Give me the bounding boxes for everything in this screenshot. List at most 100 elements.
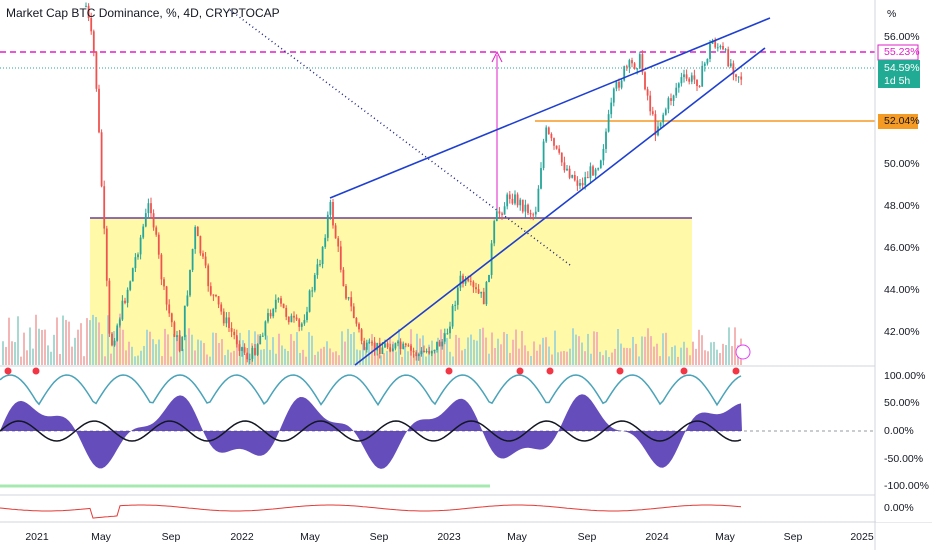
volume-bar <box>140 350 142 365</box>
volume-bar <box>386 350 388 365</box>
volume-bar <box>575 334 577 365</box>
volume-bar <box>371 334 373 365</box>
candle-body <box>558 148 561 153</box>
volume-bar <box>659 356 661 365</box>
volume-bar <box>644 336 646 365</box>
signal-dot <box>732 367 740 375</box>
volume-bar <box>404 345 406 365</box>
volume-bar <box>176 336 178 365</box>
volume-bar <box>356 349 358 365</box>
candle-body <box>677 83 680 88</box>
candle-body <box>506 194 509 207</box>
volume-bar <box>314 354 316 365</box>
candle-body <box>399 341 402 349</box>
volume-bar <box>617 329 619 365</box>
volume-bar <box>146 329 148 365</box>
volume-bar <box>518 348 520 365</box>
candle-body <box>524 204 527 212</box>
volume-bar <box>11 341 13 365</box>
candle-body <box>121 300 124 320</box>
volume-bar <box>8 317 10 365</box>
badge-label: 54.59% <box>884 62 920 74</box>
volume-bar <box>5 346 7 365</box>
volume-bar <box>587 333 589 365</box>
oscillator <box>0 367 742 519</box>
volume-bar <box>299 352 301 365</box>
volume-bar <box>119 313 121 365</box>
volume-bar <box>626 347 628 365</box>
signal-dot <box>680 367 688 375</box>
volume-bar <box>623 347 625 365</box>
volume-bar <box>272 337 274 365</box>
candle-body <box>417 354 420 357</box>
osc-label: -100.00% <box>884 480 929 492</box>
candle-body <box>719 45 722 48</box>
volume-bar <box>20 356 22 365</box>
osc-area <box>0 394 742 469</box>
volume-bar <box>29 327 31 365</box>
volume-bar <box>443 332 445 365</box>
volume-bar <box>269 349 271 365</box>
volume-bar <box>608 356 610 365</box>
volume-bar <box>479 328 481 365</box>
candle-body <box>131 268 134 282</box>
candle-body <box>729 63 732 67</box>
candle-body <box>337 238 340 247</box>
candle-body <box>573 175 576 181</box>
volume-bar <box>380 355 382 365</box>
volume-bar <box>353 332 355 365</box>
candle-body <box>355 317 358 324</box>
volume-bar <box>713 341 715 365</box>
candle-body <box>683 74 685 78</box>
volume-bar <box>233 350 235 365</box>
volume-bar <box>545 337 547 365</box>
candle-body <box>280 298 282 304</box>
candle-body <box>173 322 176 337</box>
candle-body <box>672 95 675 101</box>
signal-dot <box>445 367 453 375</box>
candle-body <box>664 109 667 115</box>
volume-bar <box>563 350 565 365</box>
candle-body <box>696 79 698 87</box>
volume-bar <box>515 329 517 365</box>
candle-body <box>675 87 678 96</box>
candle-body <box>189 269 191 296</box>
price-label: 56.00% <box>884 31 920 43</box>
candle-body <box>248 358 251 360</box>
volume-bar <box>701 335 703 365</box>
candle-body <box>100 132 103 187</box>
volume-bar <box>359 350 361 365</box>
volume-bar <box>434 349 436 365</box>
candle-body <box>222 311 225 324</box>
candle-body <box>485 282 488 305</box>
candle-body <box>636 68 639 70</box>
volume-bar <box>170 356 172 365</box>
candle-body <box>183 305 186 338</box>
volume-bar <box>194 350 196 365</box>
volume-bar <box>83 356 85 365</box>
osc-fast <box>0 374 742 407</box>
candle-body <box>360 329 363 341</box>
badge <box>878 60 920 88</box>
candle-body <box>326 214 329 238</box>
volume-bar <box>263 349 265 365</box>
volume-bar <box>104 356 106 365</box>
volume-bar <box>167 334 169 365</box>
volume-bar <box>689 355 691 365</box>
signal-dot <box>516 367 524 375</box>
volume-bar <box>599 351 601 365</box>
volume-bar <box>638 356 640 365</box>
volume-bar <box>89 320 91 365</box>
volume-bar <box>152 339 154 365</box>
candle-body <box>420 350 423 355</box>
candle-body <box>680 77 683 84</box>
volume-bar <box>326 341 328 365</box>
candle-body <box>698 86 701 88</box>
volume-bar <box>497 338 499 365</box>
candle-body <box>563 162 566 171</box>
volume-bar <box>92 314 94 365</box>
candle-body <box>508 194 511 199</box>
candle-body <box>477 289 480 294</box>
candle-body <box>527 204 529 214</box>
candle-body <box>709 43 711 59</box>
